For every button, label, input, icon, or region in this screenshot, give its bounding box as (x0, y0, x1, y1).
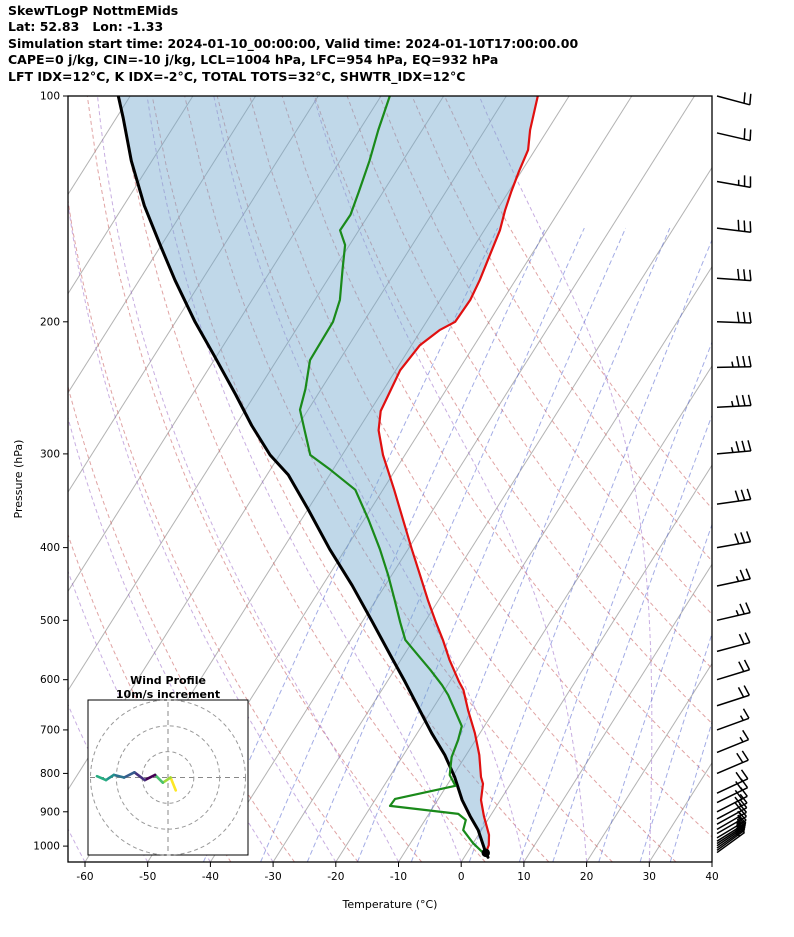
y-tick-label: 700 (40, 724, 60, 736)
x-tick-label: 0 (458, 871, 465, 883)
wind-barb (716, 440, 752, 455)
wind-barb (716, 175, 752, 189)
x-tick-label: 10 (517, 871, 530, 883)
x-tick-label: 30 (643, 871, 656, 883)
wind-barb (716, 708, 750, 731)
x-tick-label: -20 (327, 871, 344, 883)
x-tick-label: -10 (390, 871, 407, 883)
y-tick-label: 400 (40, 542, 60, 554)
wind-barb (716, 355, 752, 369)
x-tick-label: 40 (705, 871, 718, 883)
hodograph-trace-segment (133, 771, 147, 782)
cin-shade-region (118, 96, 538, 853)
wind-barb (716, 268, 752, 282)
x-axis-label: Temperature (°C) (342, 898, 438, 911)
header-times: Simulation start time: 2024-01-10_00:00:… (8, 35, 579, 51)
y-axis: 100 200 300 400 500 600 700 800 900 1000 (33, 91, 68, 853)
wind-barb (716, 394, 752, 409)
hodograph-trace-segment (112, 773, 126, 779)
hodograph-trace-segment (143, 773, 157, 782)
moist-adiabat-lines (68, 96, 653, 862)
wind-barb (716, 769, 749, 794)
mixing-ratio-lines (202, 227, 712, 862)
header-indices-1: CAPE=0 j/kg, CIN=-10 j/kg, LCL=1004 hPa,… (8, 52, 499, 68)
hodograph-trace-segment (95, 774, 108, 782)
x-tick-label: -40 (202, 871, 219, 883)
wind-barb (716, 128, 752, 142)
wind-barb (716, 750, 749, 775)
chart-header: SkewTLogP NottmEMids Lat: 52.83 Lon: -1.… (8, 3, 578, 85)
hodograph-trace-segment (104, 773, 116, 782)
x-axis: -60 -50 -40 -30 -20 -10 0 10 20 30 40 (76, 862, 719, 883)
hodograph-trace-segment (169, 776, 178, 792)
wind-barb (716, 92, 752, 106)
x-tick-label: 20 (580, 871, 593, 883)
wind-barb (716, 632, 751, 653)
parcel-curve (116, 96, 490, 859)
hodograph-inset (87, 699, 249, 856)
wind-barb (716, 729, 750, 754)
plot-border (67, 95, 713, 863)
hodograph-subtitle: 10m/s increment (116, 688, 220, 701)
wind-barb (716, 219, 752, 233)
hodograph-ring (115, 725, 221, 830)
hodograph-trace-segment (153, 773, 165, 784)
y-tick-label: 800 (40, 768, 60, 780)
y-tick-label: 100 (40, 91, 60, 103)
wind-barb (716, 311, 752, 324)
dewpoint-curve (298, 96, 485, 854)
wind-barb (716, 685, 750, 707)
hodograph-trace-segment (161, 776, 172, 784)
y-tick-label: 300 (40, 448, 60, 460)
wind-barb-column (716, 92, 752, 854)
surface-dot (481, 848, 490, 858)
wind-barb (716, 798, 748, 825)
wind-barb (716, 659, 751, 681)
wind-barb (716, 531, 752, 549)
header-location: Lat: 52.83 Lon: -1.33 (8, 19, 164, 35)
header-indices-2: LFT IDX=12°C, K IDX=-2°C, TOTAL TOTS=32°… (8, 68, 466, 84)
hodograph-title: Wind Profile (130, 674, 206, 687)
y-tick-label: 200 (40, 316, 60, 328)
page-title: SkewTLogP NottmEMids (8, 3, 179, 18)
chart-layers: -60 -50 -40 -30 -20 -10 0 10 20 30 40 100 200 300 400 5… (33, 91, 752, 883)
x-tick-label: -50 (139, 871, 156, 883)
y-tick-label: 500 (40, 615, 60, 627)
wind-barb (716, 488, 752, 505)
wind-barb (716, 568, 751, 587)
y-tick-label: 900 (40, 806, 60, 818)
temperature-curve (377, 96, 539, 854)
wind-barb (716, 602, 751, 622)
y-axis-label: Pressure (hPa) (12, 440, 25, 519)
hodograph-ring (90, 699, 246, 856)
x-tick-label: -60 (76, 871, 93, 883)
y-tick-label: 1000 (33, 841, 60, 853)
hodograph-trace-segment (122, 771, 136, 779)
y-tick-label: 600 (40, 674, 60, 686)
x-tick-label: -30 (265, 871, 282, 883)
